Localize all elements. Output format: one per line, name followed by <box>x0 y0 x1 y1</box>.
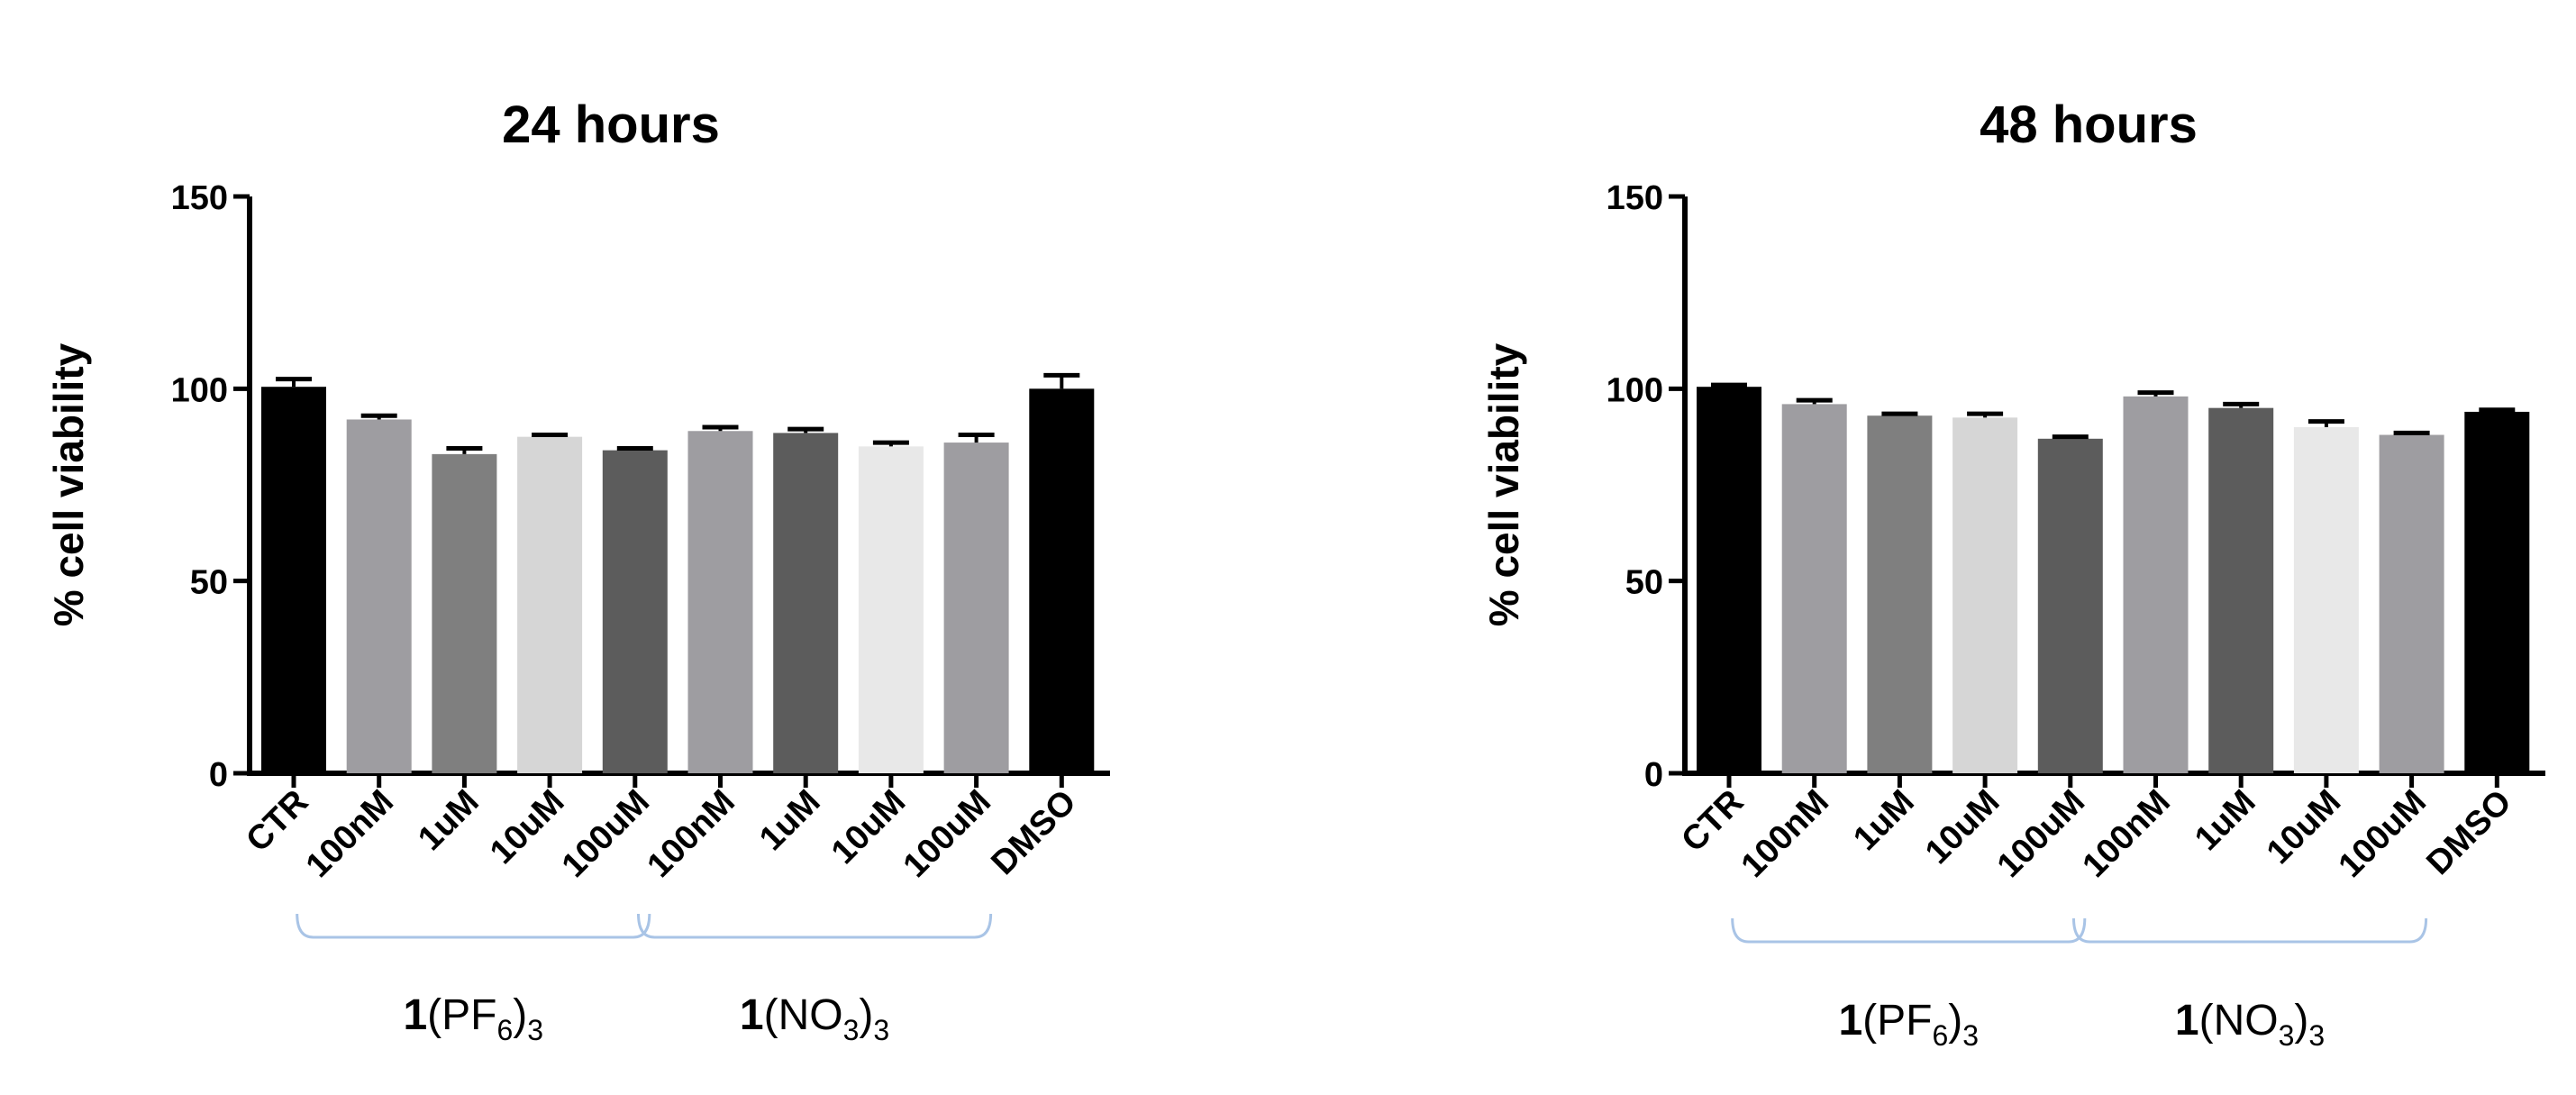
y-axis-label: % cell viability <box>1480 342 1527 626</box>
bar <box>517 436 583 773</box>
bar <box>602 450 668 773</box>
group-label-paren: ) <box>513 991 527 1039</box>
bar <box>432 453 497 773</box>
group-bracket <box>2072 917 2428 944</box>
x-tick-label: 1uM <box>2188 783 2262 858</box>
group-label-formula: (PF <box>427 991 496 1039</box>
bar <box>687 431 753 773</box>
x-tick-label: 1uM <box>752 783 827 858</box>
bar <box>2208 407 2274 773</box>
y-tick-label: 100 <box>171 371 228 409</box>
chart-panel-2: 48 hours% cell viability050100150CTR100n… <box>1480 96 2545 1052</box>
group-label-paren: ) <box>1948 997 1962 1045</box>
x-tick-label: DMSO <box>984 783 1083 882</box>
x-tick-label: CTR <box>1674 783 1751 860</box>
bar <box>1697 387 1761 773</box>
bar <box>943 443 1009 773</box>
bar <box>2379 434 2444 773</box>
group-label-formula: (NO <box>764 991 843 1039</box>
bar <box>1867 415 1933 773</box>
group-label-formula: (NO <box>2199 997 2279 1045</box>
group-label-subscript: 6 <box>496 1014 513 1046</box>
bar <box>1952 417 2018 773</box>
x-tick-label: 1uM <box>411 783 486 858</box>
bar <box>2293 427 2359 773</box>
group-label-subscript: 3 <box>1962 1019 1979 1052</box>
chart-title: 24 hours <box>502 96 720 154</box>
bar <box>346 419 412 773</box>
y-tick-label: 0 <box>1644 756 1663 794</box>
group-bracket <box>637 913 993 939</box>
x-tick-label: 100uM <box>897 783 998 885</box>
x-tick-label: 100nM <box>641 783 742 885</box>
x-tick-label: 100nM <box>299 783 401 885</box>
bar <box>858 446 924 773</box>
y-tick-label: 100 <box>1607 371 1663 409</box>
bar <box>1029 388 1095 773</box>
group-label-subscript: 3 <box>527 1014 543 1046</box>
x-tick-label: CTR <box>239 783 315 860</box>
group-label: 1(PF6)3 <box>403 991 543 1046</box>
y-axis-label: % cell viability <box>45 342 92 626</box>
chart-panel-1: 24 hours% cell viability050100150CTR100n… <box>45 96 1110 1046</box>
group-label-formula: (PF <box>1862 997 1932 1045</box>
x-tick-label: 1uM <box>1846 783 1921 858</box>
bar <box>2037 438 2103 773</box>
group-label-subscript: 3 <box>843 1014 860 1046</box>
y-tick-label: 150 <box>1607 179 1663 217</box>
group-label-subscript: 3 <box>2308 1019 2325 1052</box>
y-tick-label: 50 <box>1625 564 1663 602</box>
group-label: 1(PF6)3 <box>1838 997 1979 1052</box>
bar <box>1781 404 1847 773</box>
group-label-subscript: 3 <box>873 1014 889 1046</box>
group-label-subscript: 3 <box>2279 1019 2295 1052</box>
y-tick-label: 150 <box>171 179 228 217</box>
group-label-subscript: 6 <box>1932 1019 1948 1052</box>
x-tick-label: 100uM <box>2332 783 2434 885</box>
group-label: 1(NO3)3 <box>740 991 889 1046</box>
group-label-number: 1 <box>1838 997 1862 1045</box>
bar <box>773 433 839 773</box>
x-tick-label: 100uM <box>1990 783 2092 885</box>
group-bracket <box>296 913 651 939</box>
chart-title: 48 hours <box>1980 96 2198 154</box>
bar <box>2123 396 2189 773</box>
x-tick-label: 100uM <box>555 783 657 885</box>
group-label-paren: ) <box>2294 997 2308 1045</box>
group-label: 1(NO3)3 <box>2175 997 2325 1052</box>
x-tick-label: 100nM <box>1734 783 1836 885</box>
x-tick-label: 100nM <box>2076 783 2178 885</box>
group-label-paren: ) <box>859 991 873 1039</box>
group-label-number: 1 <box>403 991 427 1039</box>
bar <box>2464 411 2530 773</box>
y-tick-label: 0 <box>209 756 228 794</box>
y-tick-label: 50 <box>190 564 228 602</box>
bar <box>261 387 326 773</box>
group-label-number: 1 <box>740 991 764 1039</box>
x-tick-label: DMSO <box>2419 783 2518 882</box>
group-bracket <box>1731 917 2087 944</box>
group-label-number: 1 <box>2175 997 2199 1045</box>
